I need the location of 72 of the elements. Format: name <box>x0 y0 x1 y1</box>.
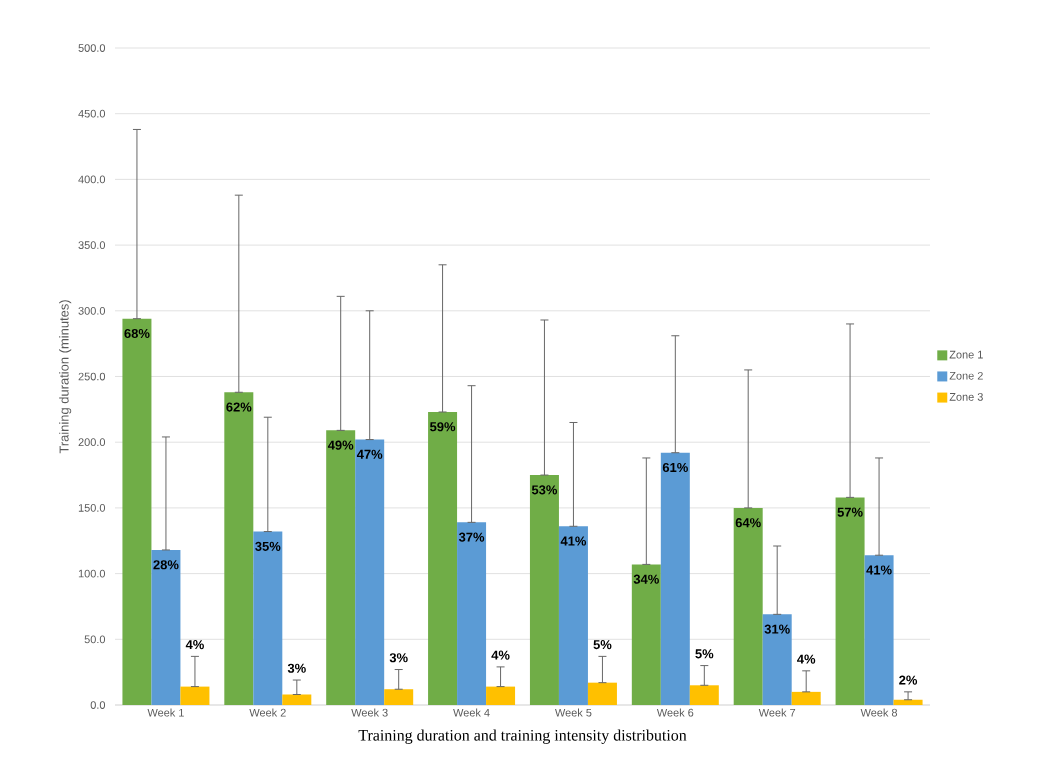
bar <box>384 689 414 705</box>
annotation: 3% <box>287 663 306 673</box>
annotation: 47% <box>356 449 383 459</box>
x-tick-label: Week 7 <box>758 708 796 717</box>
bar <box>762 614 792 705</box>
annotation: 5% <box>695 649 714 659</box>
x-tick-label: Week 4 <box>453 708 490 717</box>
x-tick-label: Week 8 <box>860 708 898 717</box>
annotation: 3% <box>389 653 408 663</box>
annotation: 4% <box>491 650 510 660</box>
bar <box>282 694 312 705</box>
bar <box>733 507 763 705</box>
bar <box>457 522 487 705</box>
x-tick-label: Week 6 <box>656 708 694 717</box>
x-tick-label: Week 5 <box>555 708 592 717</box>
y-tick-label: 300.0 <box>78 306 106 315</box>
y-tick-label: 0.0 <box>90 701 106 709</box>
bar <box>791 691 821 705</box>
bar <box>180 686 210 705</box>
bar <box>864 555 894 705</box>
bar <box>355 439 385 705</box>
x-tick-label: Week 1 <box>147 708 184 717</box>
y-tick-label: 50.0 <box>84 635 106 644</box>
bar <box>529 475 559 705</box>
bar <box>253 531 283 705</box>
bar <box>689 685 719 705</box>
bar <box>326 430 356 705</box>
annotation: 59% <box>430 422 456 432</box>
x-tick-label: Week 3 <box>351 708 388 717</box>
y-axis-title: Training duration (minutes) <box>59 300 72 454</box>
annotation: 2% <box>899 675 918 685</box>
x-tick-label: Week 2 <box>249 708 286 717</box>
annotation: 53% <box>531 485 558 495</box>
bar <box>428 411 458 705</box>
bar <box>224 392 254 705</box>
y-tick-label: 500.0 <box>78 44 106 52</box>
annotation: 34% <box>633 574 659 584</box>
y-tick-label: 400.0 <box>78 175 106 184</box>
annotation: 28% <box>153 560 179 570</box>
legend-label: Zone 1 <box>949 350 983 359</box>
bar <box>660 452 690 705</box>
bar <box>835 497 865 705</box>
annotation: 37% <box>458 532 485 542</box>
y-tick-label: 150.0 <box>78 504 106 512</box>
annotation: 31% <box>764 624 790 634</box>
annotation: 41% <box>866 565 892 575</box>
annotation: 41% <box>560 536 587 546</box>
y-tick-label: 250.0 <box>78 372 106 381</box>
bar <box>122 318 152 705</box>
bar <box>558 526 588 705</box>
annotation: 64% <box>735 518 761 528</box>
y-tick-label: 200.0 <box>78 438 106 447</box>
bar <box>151 549 181 705</box>
annotation: 4% <box>797 654 816 664</box>
bar <box>587 682 617 705</box>
annotation: 5% <box>593 640 612 650</box>
y-tick-label: 350.0 <box>78 241 106 249</box>
annotation: 57% <box>837 507 863 517</box>
annotation: 62% <box>226 402 252 412</box>
annotation: 35% <box>255 541 281 551</box>
legend-label: Zone 3 <box>949 393 983 401</box>
annotation: 61% <box>662 462 688 473</box>
annotation: 68% <box>124 328 150 339</box>
bar <box>631 564 661 705</box>
y-tick-label: 450.0 <box>78 109 106 118</box>
annotation: 4% <box>185 640 204 650</box>
bar <box>893 699 923 705</box>
bar <box>486 686 516 705</box>
annotation: 49% <box>327 440 354 450</box>
legend-label: Zone 2 <box>949 371 983 380</box>
x-axis-title: Training duration and training intensity distribution <box>358 729 687 744</box>
y-tick-label: 100.0 <box>78 569 106 578</box>
